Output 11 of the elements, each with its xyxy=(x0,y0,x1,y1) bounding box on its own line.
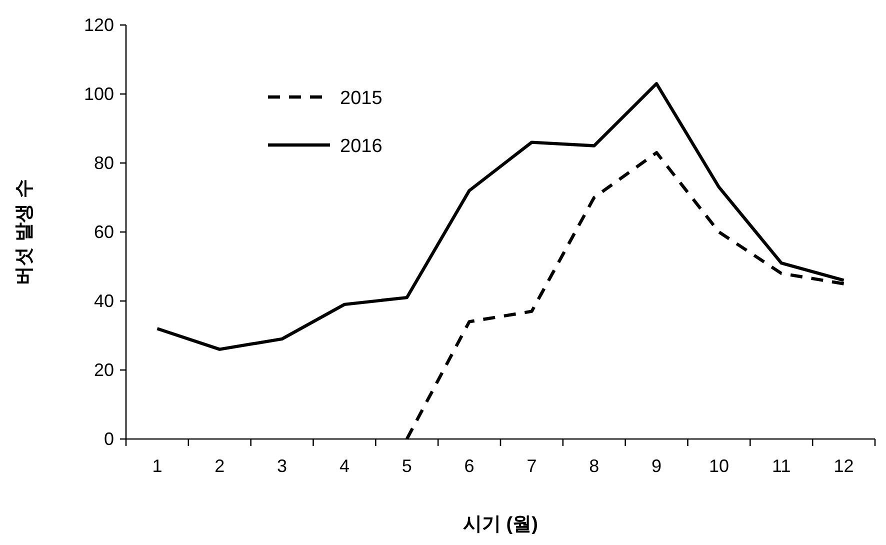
legend-label: 2015 xyxy=(340,88,382,109)
y-tick-label: 120 xyxy=(84,15,114,35)
y-tick-label: 100 xyxy=(84,84,114,104)
y-tick-label: 60 xyxy=(94,222,114,242)
y-tick-label: 20 xyxy=(94,360,114,380)
y-tick-label: 80 xyxy=(94,153,114,173)
y-tick-label: 0 xyxy=(104,429,114,449)
y-tick-label: 40 xyxy=(94,291,114,311)
legend-label: 2016 xyxy=(340,136,382,157)
y-axis-title: 버섯 발생 수 xyxy=(14,179,35,285)
x-axis-title: 시기 (월) xyxy=(463,514,538,535)
